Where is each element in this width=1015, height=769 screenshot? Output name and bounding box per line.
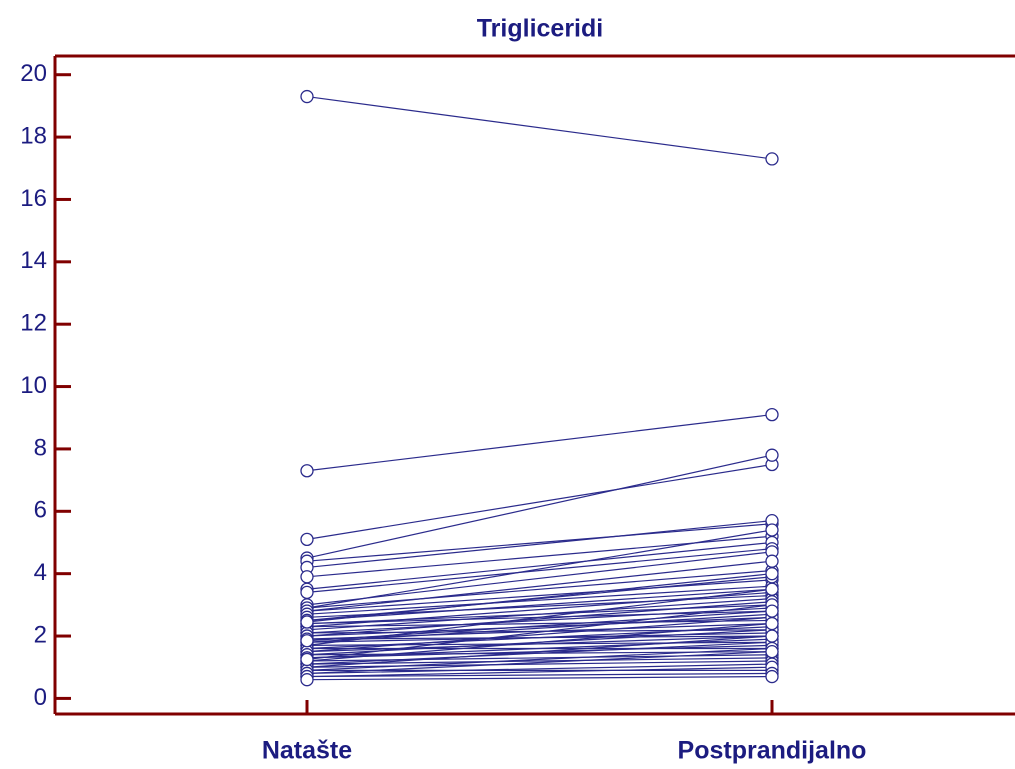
pair-line <box>306 454 773 559</box>
y-tick-label: 4 <box>34 559 47 586</box>
pair-line <box>306 548 773 593</box>
pair-line <box>306 551 773 606</box>
pair-line <box>306 622 773 662</box>
pair-line <box>306 523 773 562</box>
pair-line <box>306 660 773 668</box>
y-tick-label: 12 <box>20 310 47 337</box>
pair-line <box>306 541 773 590</box>
y-tick-label: 2 <box>34 621 47 648</box>
pair-line <box>306 635 773 653</box>
point <box>300 634 314 648</box>
point <box>300 652 314 667</box>
pair-line <box>306 588 773 622</box>
y-tick-label: 10 <box>20 372 47 399</box>
pair-line <box>306 585 773 615</box>
pair-line <box>306 573 773 623</box>
pair-line <box>306 604 773 661</box>
pair-line <box>306 672 773 678</box>
y-tick-label: 14 <box>20 247 47 274</box>
pair-line <box>306 520 773 569</box>
point <box>300 585 314 600</box>
pair-line <box>306 616 773 653</box>
pair-line <box>306 613 773 643</box>
y-tick-label: 8 <box>34 434 47 461</box>
y-tick-label: 6 <box>34 497 47 524</box>
point <box>765 669 779 684</box>
point <box>765 616 779 631</box>
point <box>300 570 314 584</box>
point <box>765 554 779 568</box>
pair-line <box>306 576 773 622</box>
pair-line <box>306 607 773 634</box>
pair-line <box>306 635 773 668</box>
y-tick-label: 18 <box>20 122 47 149</box>
pair-line <box>306 579 773 612</box>
pair-line <box>306 560 773 612</box>
pair-line <box>306 616 773 637</box>
pair-line <box>306 619 773 628</box>
pair-line <box>306 663 773 675</box>
point <box>765 644 779 659</box>
y-tick-label: 0 <box>34 684 47 711</box>
y-tick-label: 16 <box>20 185 47 212</box>
point <box>765 448 779 462</box>
pair-line <box>306 657 773 665</box>
pair-line <box>306 598 773 631</box>
point <box>300 615 314 629</box>
point <box>300 464 314 478</box>
y-tick-label: 20 <box>20 60 47 87</box>
pair-line <box>306 647 773 671</box>
pair-line <box>306 610 773 642</box>
pair-line <box>306 95 773 160</box>
point <box>765 407 779 422</box>
point <box>765 567 779 581</box>
point <box>300 89 314 104</box>
pair-line <box>306 675 773 681</box>
pair-line <box>306 414 773 472</box>
point <box>765 629 779 643</box>
pair-line <box>306 463 773 540</box>
point <box>300 532 314 547</box>
point <box>765 582 779 596</box>
pair-line <box>306 666 773 678</box>
point <box>765 152 779 166</box>
point <box>765 523 779 537</box>
pair-line <box>306 529 773 609</box>
pair-line <box>306 641 773 665</box>
point <box>300 673 314 687</box>
x-tick-label: Postprandijalno <box>678 737 867 765</box>
chart-title: Trigliceridi <box>477 15 603 43</box>
x-tick-label: Natašte <box>262 737 352 765</box>
point <box>765 604 779 618</box>
pair-line <box>306 569 773 609</box>
pair-line <box>306 601 773 637</box>
pair-line <box>306 651 773 675</box>
